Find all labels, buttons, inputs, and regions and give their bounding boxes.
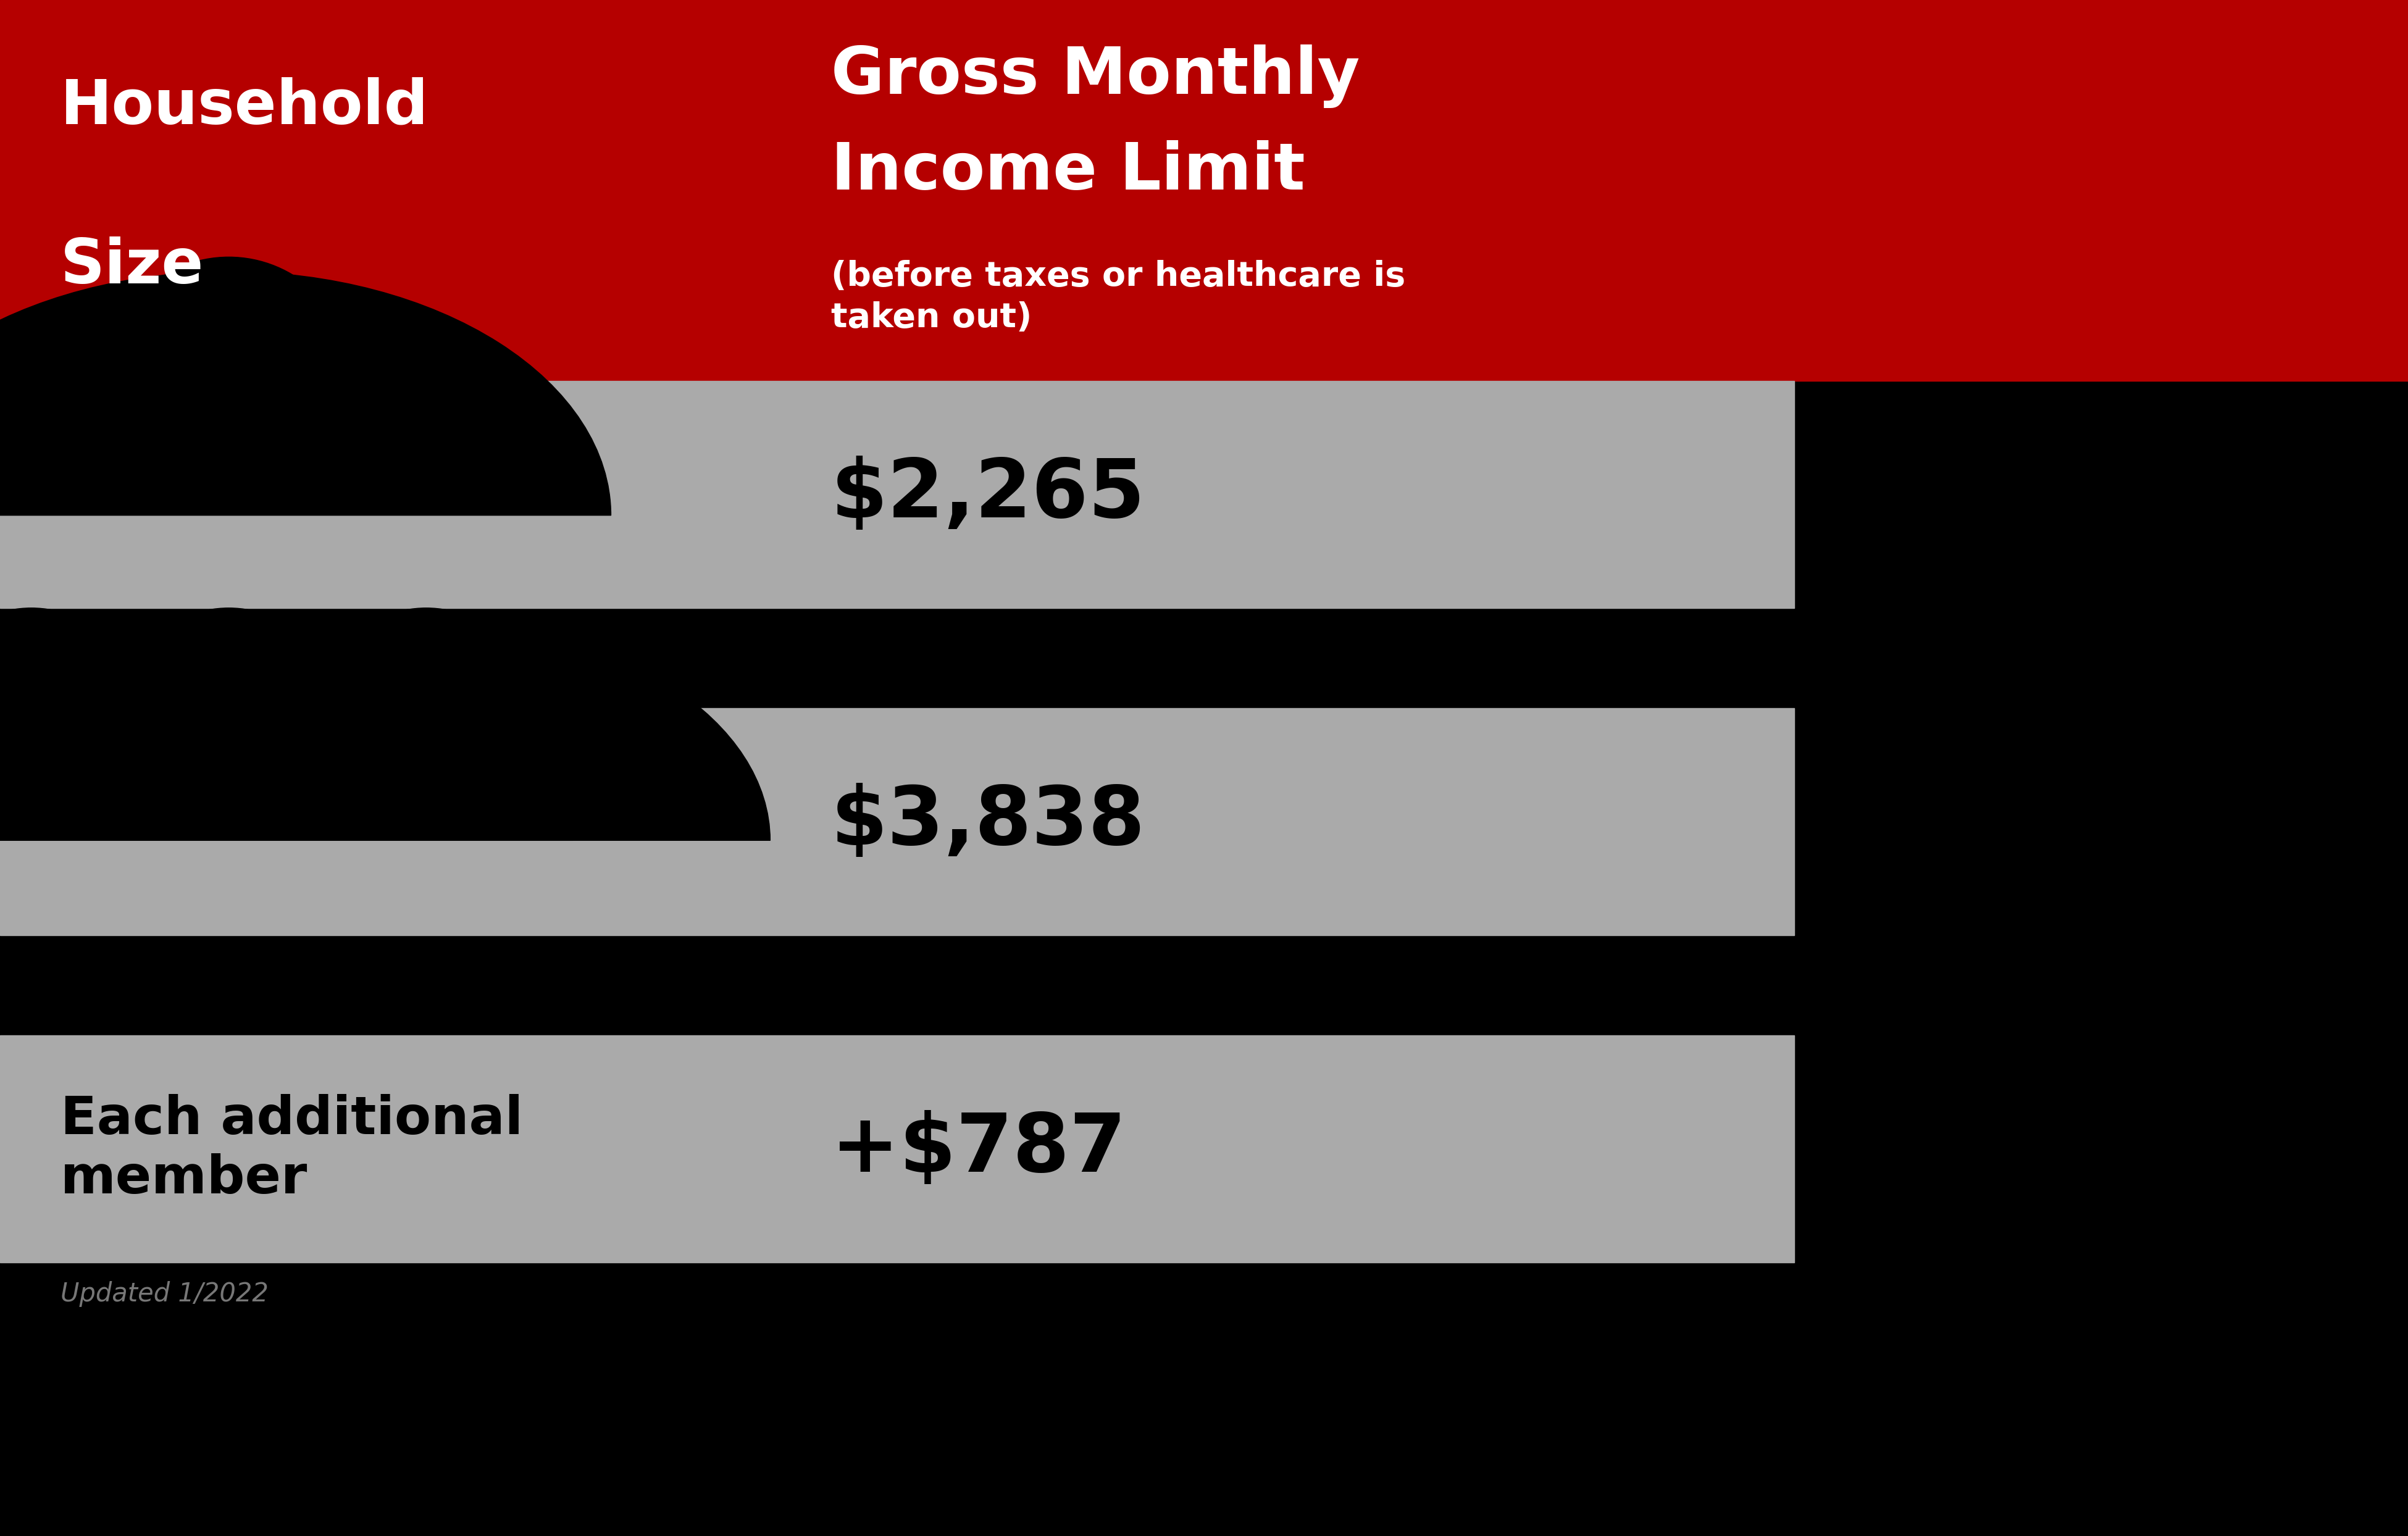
Text: Household: Household (60, 77, 429, 137)
Ellipse shape (118, 608, 340, 831)
Text: $2,265: $2,265 (831, 455, 1146, 535)
Wedge shape (82, 621, 771, 840)
Bar (0, 1035, 1794, 1263)
Bar (0, 708, 1794, 935)
Bar (0, 381, 1794, 608)
Text: +$787: +$787 (831, 1109, 1127, 1189)
Wedge shape (0, 621, 376, 840)
Wedge shape (0, 621, 573, 840)
Bar (0, 0, 2408, 381)
Wedge shape (0, 272, 612, 516)
Ellipse shape (315, 608, 537, 831)
Ellipse shape (0, 608, 142, 831)
Text: Gross Monthly: Gross Monthly (831, 45, 1361, 108)
Text: Size: Size (60, 237, 205, 296)
Text: $3,838: $3,838 (831, 782, 1146, 862)
Text: Updated 1/2022: Updated 1/2022 (60, 1281, 267, 1307)
Ellipse shape (106, 257, 352, 504)
Text: (before taxes or healthcare is
taken out): (before taxes or healthcare is taken out… (831, 260, 1406, 335)
Text: Income Limit: Income Limit (831, 140, 1305, 203)
Text: Each additional
member: Each additional member (60, 1094, 523, 1204)
